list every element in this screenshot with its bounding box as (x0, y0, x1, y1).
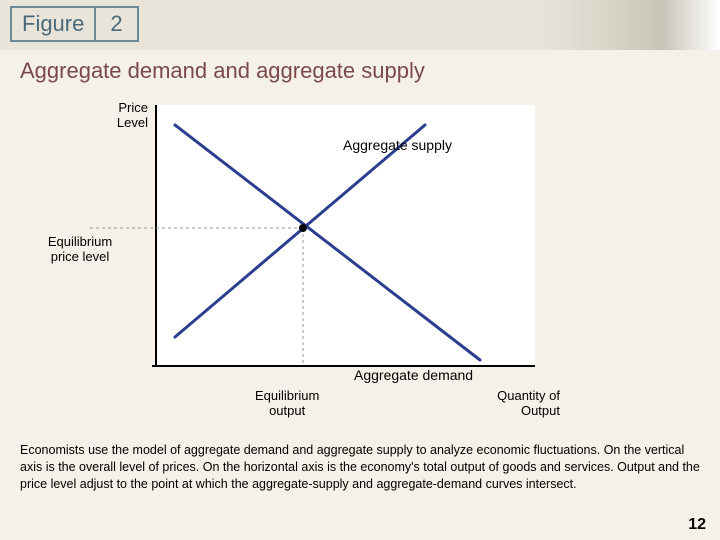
y-axis-label: PriceLevel (88, 101, 148, 131)
ad-as-chart: PriceLevel Equilibriumprice level Aggreg… (90, 105, 550, 415)
figure-box: Figure 2 (10, 6, 139, 42)
as-curve (175, 125, 425, 337)
aggregate-demand-label: Aggregate demand (354, 367, 473, 383)
slide-title: Aggregate demand and aggregate supply (20, 58, 425, 84)
x-axis-label: Quantity ofOutput (470, 389, 560, 419)
ad-curve (175, 125, 480, 360)
equilibrium-output-label: Equilibriumoutput (255, 389, 319, 419)
figure-number: 2 (96, 6, 138, 42)
page-number: 12 (688, 516, 706, 534)
equilibrium-price-label: Equilibriumprice level (15, 235, 145, 265)
equilibrium-point (299, 224, 307, 232)
chart-svg (90, 105, 550, 415)
figure-caption: Economists use the model of aggregate de… (20, 442, 700, 493)
aggregate-supply-label: Aggregate supply (343, 137, 452, 153)
figure-label: Figure (10, 6, 96, 42)
